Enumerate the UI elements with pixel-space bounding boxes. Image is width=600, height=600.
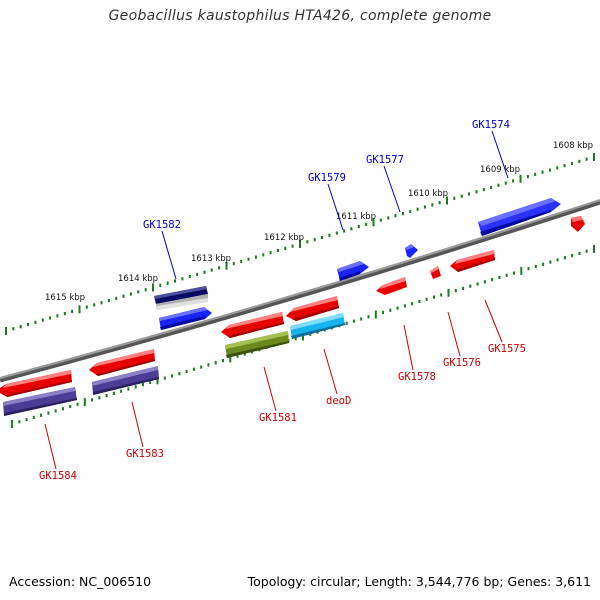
label-GK1576[interactable]: GK1576 (443, 357, 481, 369)
gene-GK1575[interactable] (450, 250, 495, 272)
gene-GK1583-b[interactable] (92, 366, 159, 395)
label-GK1583[interactable]: GK1583 (126, 448, 164, 460)
genome-summary-text: Topology: circular; Length: 3,544,776 bp… (247, 574, 591, 589)
scale-label-1609: 1609 kbp (480, 165, 520, 175)
accession-text: Accession: NC_006510 (9, 574, 152, 589)
label-deoD[interactable]: deoD (326, 395, 351, 407)
gene-GK1580[interactable] (286, 296, 339, 321)
gene-GK1574[interactable] (478, 198, 561, 236)
gene-GK1581-b[interactable] (225, 331, 289, 358)
label-GK1581[interactable]: GK1581 (259, 412, 297, 424)
gene-GK1579[interactable] (337, 261, 369, 281)
label-GK1578[interactable]: GK1578 (398, 371, 436, 383)
label-GK1584[interactable]: GK1584 (39, 470, 77, 482)
gene-GK1582[interactable] (154, 286, 208, 310)
gene-GK1578[interactable] (376, 277, 407, 295)
gene-leader-lines (44, 130, 509, 470)
gene-GK1584[interactable] (0, 370, 72, 397)
gene-GK1574-edge[interactable] (571, 216, 585, 232)
gene-GK1577[interactable] (405, 244, 418, 258)
lower-scale-ticks (11, 245, 595, 428)
genome-backbone (0, 198, 600, 380)
upper-scale-ticks (5, 153, 595, 335)
label-GK1577[interactable]: GK1577 (366, 154, 404, 166)
scale-label-1614: 1614 kbp (118, 274, 158, 284)
label-GK1579[interactable]: GK1579 (308, 172, 346, 184)
scale-label-1613: 1613 kbp (191, 254, 231, 264)
gene-GK1583[interactable] (89, 349, 155, 376)
scale-label-1615: 1615 kbp (45, 293, 85, 303)
scale-label-1611: 1611 kbp (336, 212, 376, 222)
map-title: Geobacillus kaustophilus HTA426, complet… (108, 8, 492, 24)
label-GK1575[interactable]: GK1575 (488, 343, 526, 355)
backbone-shadow (0, 199, 600, 383)
label-GK1574[interactable]: GK1574 (472, 119, 510, 131)
gene-deoD[interactable] (290, 313, 345, 339)
scale-label-1608: 1608 kbp (553, 141, 593, 151)
gene-GK1582-b[interactable] (159, 307, 212, 330)
gene-GK1576[interactable] (430, 266, 441, 279)
gene-GK1581[interactable] (221, 312, 284, 338)
label-GK1582[interactable]: GK1582 (143, 219, 181, 231)
gene-GK1584-b[interactable] (3, 387, 77, 416)
scale-label-1610: 1610 kbp (408, 189, 448, 199)
scale-label-1612: 1612 kbp (264, 233, 304, 243)
